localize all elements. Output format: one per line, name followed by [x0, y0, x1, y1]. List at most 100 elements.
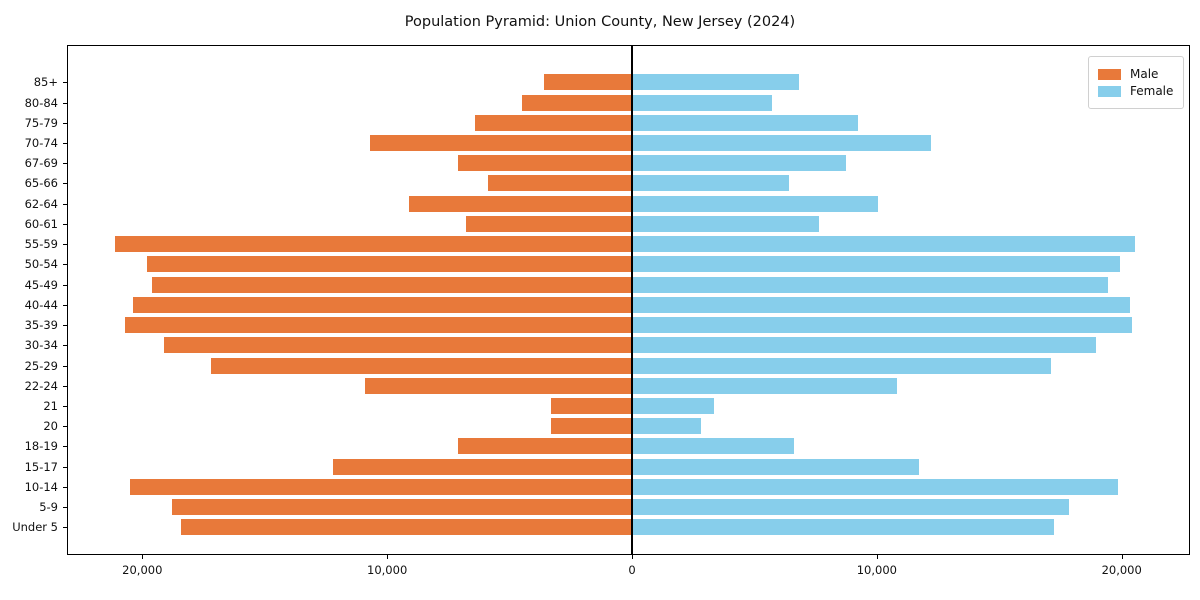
- y-tick-label: 75-79: [24, 115, 58, 130]
- y-tick-label: 70-74: [24, 135, 58, 150]
- y-tick-mark: [63, 365, 67, 367]
- y-tick-label: 21: [43, 398, 58, 413]
- y-tick-mark: [63, 345, 67, 347]
- female-bar: [632, 195, 878, 212]
- y-tick-mark: [63, 163, 67, 165]
- x-tick-mark: [142, 555, 144, 559]
- male-bar: [487, 175, 632, 192]
- y-tick-mark: [63, 486, 67, 488]
- male-bar: [475, 114, 632, 131]
- female-bar: [632, 236, 1135, 253]
- y-tick-label: 62-64: [24, 196, 58, 211]
- female-bar: [632, 215, 819, 232]
- female-bar: [632, 458, 920, 475]
- x-tick-label: 20,000: [122, 563, 163, 577]
- male-bar: [164, 337, 632, 354]
- female-bar: [632, 256, 1120, 273]
- male-bar: [551, 418, 632, 435]
- y-tick-label: 30-34: [24, 338, 58, 353]
- x-tick-mark: [1121, 555, 1123, 559]
- female-bar: [632, 276, 1108, 293]
- male-bar: [333, 458, 632, 475]
- female-color-swatch: [1098, 85, 1121, 97]
- female-bar: [632, 317, 1133, 334]
- female-bar: [632, 134, 932, 151]
- male-bar: [543, 74, 632, 91]
- y-tick-label: 60-61: [24, 216, 58, 231]
- y-tick-label: 80-84: [24, 95, 58, 110]
- y-tick-mark: [63, 405, 67, 407]
- chart-title: Population Pyramid: Union County, New Je…: [404, 14, 796, 30]
- female-bar: [632, 74, 800, 91]
- female-bar: [632, 337, 1096, 354]
- y-tick-label: 10-14: [24, 479, 58, 494]
- y-tick-mark: [63, 385, 67, 387]
- female-bar: [632, 155, 846, 172]
- legend-female-label: Female: [1130, 84, 1174, 98]
- female-bar: [632, 499, 1069, 516]
- female-bar: [632, 397, 714, 414]
- y-tick-label: 55-59: [24, 237, 58, 252]
- y-tick-mark: [63, 142, 67, 144]
- male-bar: [125, 317, 632, 334]
- y-tick-mark: [63, 284, 67, 286]
- y-tick-mark: [63, 527, 67, 529]
- male-color-swatch: [1098, 68, 1121, 80]
- male-bar: [370, 134, 632, 151]
- y-tick-label: 65-66: [24, 176, 58, 191]
- y-tick-mark: [63, 507, 67, 509]
- y-tick-mark: [63, 466, 67, 468]
- male-bar: [365, 377, 632, 394]
- y-tick-label: 45-49: [24, 277, 58, 292]
- x-tick-mark: [632, 555, 633, 559]
- female-bar: [632, 175, 790, 192]
- female-bar: [632, 377, 898, 394]
- x-tick-mark: [387, 555, 389, 559]
- y-tick-label: 22-24: [24, 378, 58, 393]
- male-bar: [458, 438, 632, 455]
- x-tick-mark: [876, 555, 878, 559]
- male-bar: [171, 499, 632, 516]
- y-tick-label: 35-39: [24, 318, 58, 333]
- male-bar: [115, 236, 632, 253]
- male-bar: [130, 478, 632, 495]
- y-tick-label: 85+: [33, 75, 58, 90]
- y-tick-mark: [63, 446, 67, 448]
- male-bar: [147, 256, 632, 273]
- y-tick-label: 15-17: [24, 459, 58, 474]
- female-bar: [632, 478, 1118, 495]
- y-tick-mark: [63, 203, 67, 205]
- female-bar: [632, 438, 795, 455]
- y-tick-mark: [63, 304, 67, 306]
- male-bar: [152, 276, 632, 293]
- y-tick-label: 50-54: [24, 257, 58, 272]
- y-tick-label: 40-44: [24, 297, 58, 312]
- male-bar: [409, 195, 632, 212]
- y-tick-label: 18-19: [24, 439, 58, 454]
- y-tick-mark: [63, 122, 67, 124]
- zero-axis-line: [631, 45, 633, 555]
- legend-item-female: Female: [1098, 84, 1173, 98]
- female-bar: [632, 114, 858, 131]
- male-bar: [132, 296, 632, 313]
- y-tick-label: 5-9: [39, 500, 58, 515]
- male-bar: [181, 519, 632, 536]
- y-tick-mark: [63, 82, 67, 84]
- y-tick-mark: [63, 102, 67, 104]
- y-tick-mark: [63, 183, 67, 185]
- female-bar: [632, 94, 773, 111]
- male-bar: [210, 357, 632, 374]
- y-tick-label: 20: [43, 419, 58, 434]
- x-tick-label: 0: [628, 563, 636, 577]
- female-bar: [632, 296, 1130, 313]
- x-tick-label: 10,000: [856, 563, 897, 577]
- legend: Male Female: [1088, 56, 1184, 109]
- female-bar: [632, 519, 1054, 536]
- y-tick-mark: [63, 264, 67, 266]
- legend-item-male: Male: [1098, 67, 1173, 81]
- legend-male-label: Male: [1130, 67, 1159, 81]
- y-tick-mark: [63, 325, 67, 327]
- x-tick-label: 20,000: [1101, 563, 1142, 577]
- male-bar: [458, 155, 632, 172]
